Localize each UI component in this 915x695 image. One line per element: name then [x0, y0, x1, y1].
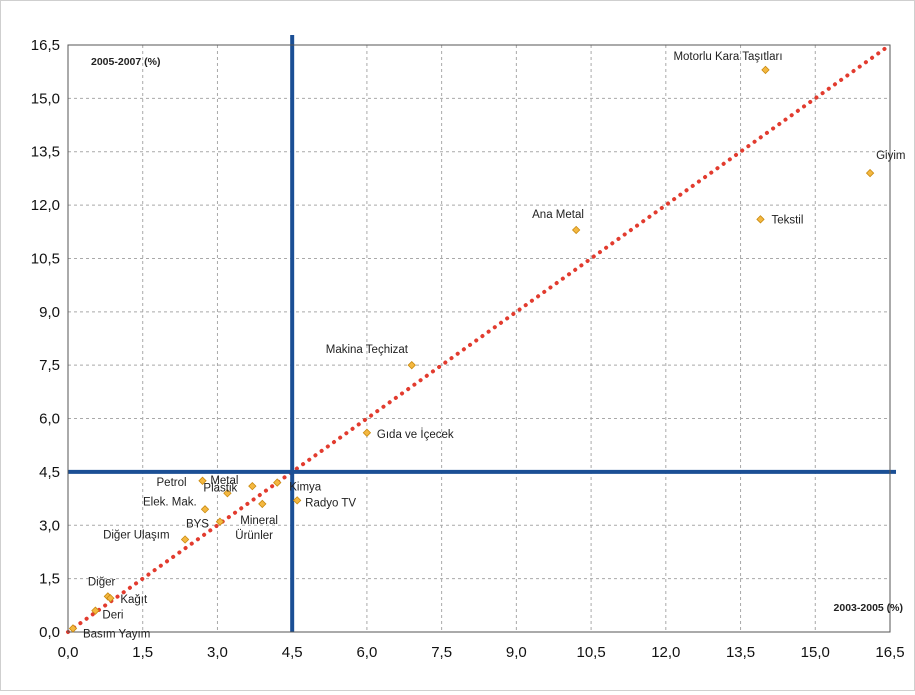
data-point — [292, 496, 302, 505]
x-tick-label: 16,5 — [875, 644, 904, 661]
data-point — [198, 476, 207, 485]
point-label: Petrol — [157, 477, 187, 489]
data-point — [215, 517, 225, 526]
point-label: Diğer — [88, 576, 116, 588]
y-tick-labels: 0,0 1,5 3,0 4,5 6,0 7,5 9,0 10,5 12,0 13,5 15,0 16,… — [31, 37, 60, 641]
point-label: Deri — [102, 610, 123, 622]
data-point — [91, 606, 100, 615]
y-tick-label: 16,5 — [31, 37, 60, 54]
y-tick-label: 0,0 — [39, 624, 60, 641]
point-label: Motorlu Kara Taşıtları — [673, 51, 782, 63]
plot-border — [67, 44, 891, 633]
data-point — [200, 505, 210, 514]
y-tick-label: 4,5 — [39, 464, 60, 481]
point-label: Tekstil — [771, 214, 803, 226]
point-label: Elek. Mak. — [143, 496, 197, 508]
x-tick-label: 3,0 — [207, 644, 228, 661]
point-label: Giyim — [876, 150, 905, 162]
point-label: Basım Yayım — [83, 628, 150, 640]
point-label: Kağıt — [120, 594, 148, 606]
x-tick-label: 15,0 — [801, 644, 830, 661]
x-tick-label: 9,0 — [506, 644, 527, 661]
y-tick-label: 7,5 — [39, 357, 60, 374]
y-tick-label: 6,0 — [39, 411, 60, 428]
point-label: Plastik — [203, 482, 237, 494]
point-labels: Motorlu Kara Taşıtları Giyim Tekstil Ana Me… — [83, 51, 905, 641]
x-tick-label: 6,0 — [356, 644, 377, 661]
x-tick-label: 0,0 — [58, 644, 79, 661]
x-tick-label: 13,5 — [726, 644, 755, 661]
y-tick-label: 9,0 — [39, 304, 60, 321]
y-tick-label: 1,5 — [39, 571, 60, 588]
x-tick-label: 7,5 — [431, 644, 452, 661]
y-axis-title: 2005-2007 (%) — [91, 56, 160, 68]
y-tick-label: 10,5 — [31, 250, 60, 267]
point-label: Kimya — [289, 482, 322, 494]
x-tick-label: 4,5 — [282, 644, 303, 661]
y-tick-label: 12,0 — [31, 197, 60, 214]
y-tick-label: 3,0 — [39, 517, 60, 534]
x-axis-title: 2003-2005 (%) — [834, 602, 903, 614]
point-label: BYS — [186, 519, 209, 531]
data-point — [180, 535, 190, 544]
point-label: Radyo TV — [305, 497, 356, 509]
x-tick-label: 10,5 — [576, 644, 605, 661]
data-point — [223, 489, 232, 498]
data-point — [362, 428, 372, 437]
data-point — [248, 481, 257, 491]
point-label: Mineral Ürünler — [235, 515, 278, 542]
diagonal-trend-line — [66, 43, 892, 634]
data-point — [68, 624, 78, 633]
y-tick-label: 15,0 — [31, 90, 60, 107]
point-label: Ana Metal — [532, 209, 584, 221]
x-tick-label: 1,5 — [132, 644, 153, 661]
point-label: Diğer Ulaşım — [103, 530, 169, 542]
y-tick-label: 13,5 — [31, 144, 60, 161]
data-point — [571, 225, 581, 235]
point-label: Gıda ve İçecek — [377, 428, 454, 441]
x-tick-label: 12,0 — [651, 644, 680, 661]
data-point — [407, 361, 416, 370]
data-point — [273, 478, 282, 487]
x-tick-labels: 0,0 1,5 3,0 4,5 6,0 7,5 9,0 10,5 12,0 13,5 15,0 16,… — [58, 644, 905, 661]
diagonal-line — [66, 43, 892, 634]
data-point — [258, 499, 267, 509]
point-label: Metal — [210, 475, 238, 487]
point-label: Makina Teçhizat — [326, 344, 409, 356]
data-point — [756, 215, 765, 224]
data-points — [68, 65, 875, 633]
data-point — [106, 594, 115, 603]
data-point — [761, 65, 770, 75]
reference-lines — [68, 35, 896, 632]
data-point — [865, 168, 875, 178]
